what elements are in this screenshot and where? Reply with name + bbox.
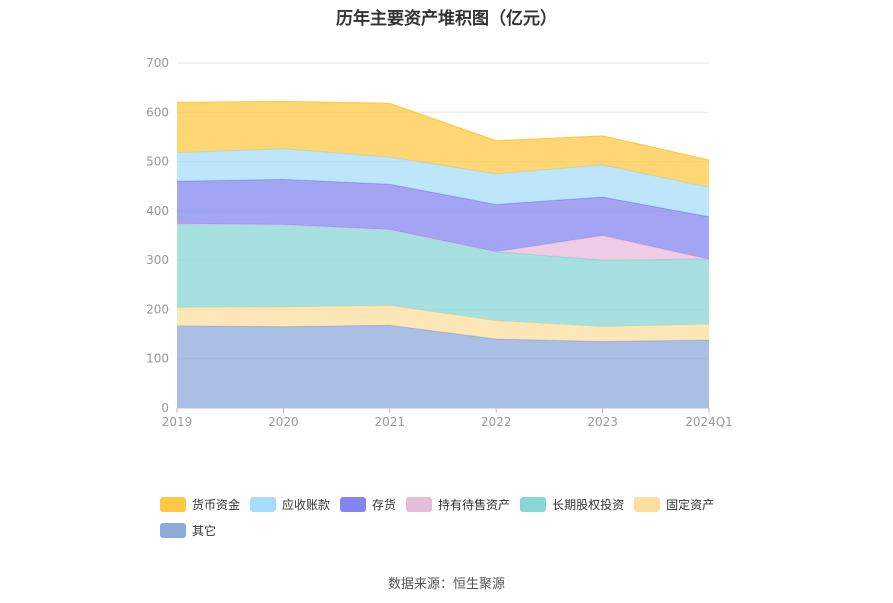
legend-item[interactable]: 持有待售资产: [406, 495, 510, 513]
legend-item[interactable]: 长期股权投资: [520, 495, 624, 513]
axes: 0 100 200 300 400 500 600 700 2019 2020 2021 2022 20…: [146, 56, 733, 429]
data-source-note: 数据来源：恒生聚源: [387, 577, 505, 592]
legend-item[interactable]: 其它: [160, 521, 216, 539]
area-series-6[interactable]: [177, 101, 709, 188]
legend-swatch: [250, 496, 277, 512]
legend-label: 货币资金: [192, 497, 241, 512]
legend-swatch: [160, 496, 186, 512]
y-tick-label: 700: [146, 56, 169, 70]
area-series-1[interactable]: [177, 305, 709, 342]
legend-label: 长期股权投资: [552, 497, 625, 512]
legend-swatch: [406, 496, 433, 512]
y-tick-label: 300: [146, 253, 169, 267]
x-tick-label: 2019: [162, 415, 193, 429]
y-tick-label: 0: [161, 401, 169, 415]
legend-item[interactable]: 存货: [340, 495, 396, 513]
legend-label: 持有待售资产: [438, 497, 511, 512]
series-areas: [176, 100, 710, 408]
x-tick-label: 2021: [375, 415, 406, 429]
y-tick-label: 200: [146, 302, 169, 316]
legend-item[interactable]: 应收账款: [250, 495, 330, 513]
legend-label: 其它: [192, 523, 217, 538]
legend-label: 固定资产: [666, 497, 715, 512]
y-tick-label: 400: [146, 204, 169, 218]
chart-legend: 货币资金 应收账款 存货 持有待售资产 长期股权投资 固定资产其它: [160, 495, 760, 547]
legend-swatch: [160, 522, 186, 538]
x-tick-label: 2022: [481, 415, 512, 429]
legend-swatch: [520, 496, 547, 512]
y-tick-label: 500: [146, 155, 169, 169]
area-series-2[interactable]: [177, 223, 709, 327]
legend-swatch: [634, 496, 661, 512]
area-series-0[interactable]: [177, 325, 709, 408]
legend-item[interactable]: 固定资产: [634, 495, 714, 513]
y-tick-label: 100: [146, 352, 169, 366]
x-tick-label: 2020: [268, 415, 299, 429]
legend-label: 存货: [372, 497, 397, 512]
legend-label: 应收账款: [282, 497, 331, 512]
chart-title: 历年主要资产堆积图（亿元）: [336, 9, 557, 29]
area-series-3[interactable]: [177, 223, 709, 261]
y-tick-label: 600: [146, 105, 169, 119]
x-tick-label: 2023: [587, 415, 618, 429]
area-series-edge-6: [176, 100, 710, 161]
x-tick-label: 2024Q1: [685, 415, 733, 429]
legend-item[interactable]: 货币资金: [160, 495, 240, 513]
area-series-5[interactable]: [177, 148, 709, 217]
legend-swatch: [340, 496, 367, 512]
